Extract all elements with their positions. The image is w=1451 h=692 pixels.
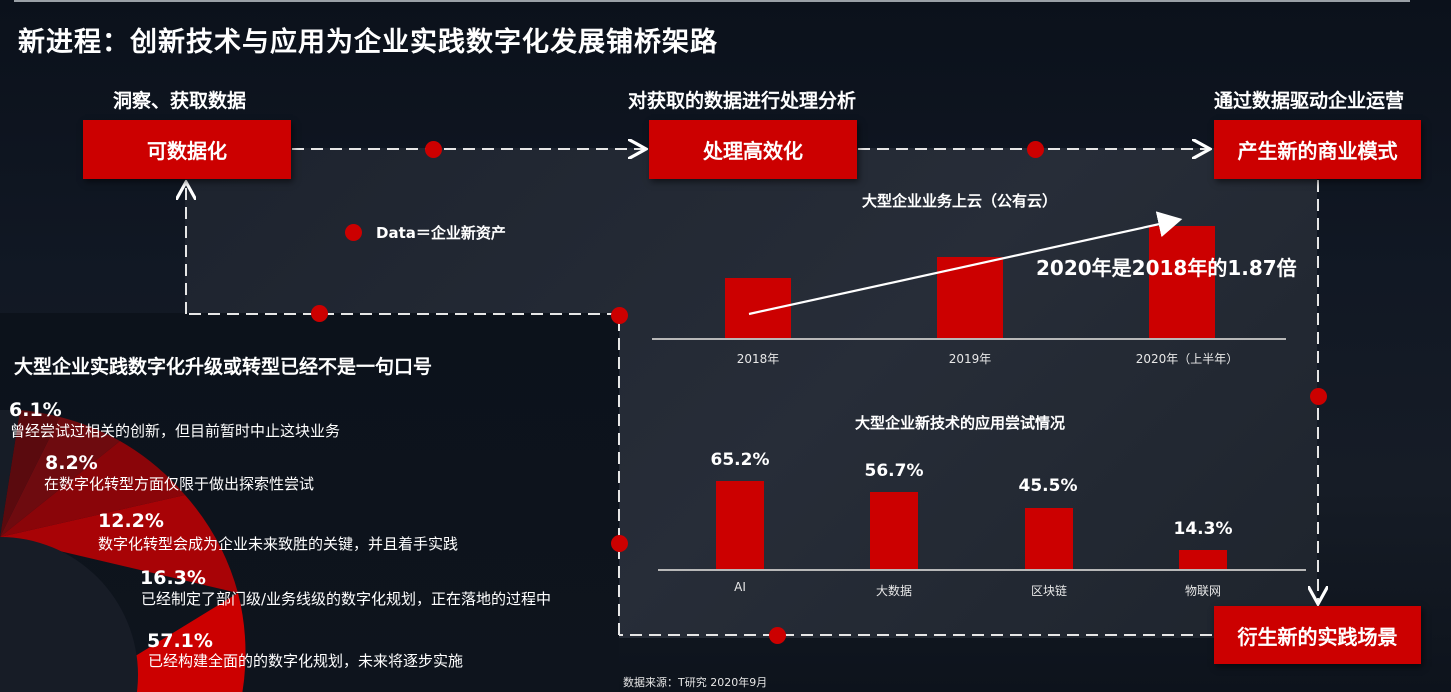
tech-xlabel: 区块链 [1030,584,1067,598]
flow-dot [1027,141,1044,158]
survey-pct: 8.2% [45,452,98,474]
donut-segment-16.3 [0,495,238,593]
cloud-xlabel: 2019年 [948,352,992,366]
top-divider [14,0,1410,2]
stage-label-2: 对获取的数据进行处理分析 [628,90,857,112]
tech-bar-blockchain [1025,508,1073,569]
survey-title: 大型企业实践数字化升级或转型已经不是一句口号 [14,356,433,378]
tech-bar-iot [1179,550,1227,569]
page-title: 新进程：创新技术与应用为企业实践数字化发展铺桥架路 [18,27,718,58]
flow-dot [769,627,786,644]
cloud-bar-2020h1 [1149,226,1215,338]
survey-desc: 已经构建全面的的数字化规划，未来将逐步实施 [148,652,464,670]
stage-label-1: 洞察、获取数据 [113,90,247,112]
cloud-xlabel: 2018年 [736,352,780,366]
legend-dot [345,224,362,241]
tech-value: 65.2% [710,450,770,470]
stage-label-3: 通过数据驱动企业运营 [1214,90,1405,112]
data-source: 数据来源：T研究 2020年9月 [623,676,768,689]
tech-xlabel: AI [734,580,746,594]
survey-pct: 12.2% [98,510,164,532]
survey-pct: 6.1% [9,399,62,421]
tech-xlabel: 大数据 [875,584,912,598]
survey-pct: 16.3% [140,567,206,589]
survey-desc: 已经制定了部门级/业务线级的数字化规划，正在落地的过程中 [141,590,552,608]
growth-annotation: 2020年是2018年的1.87倍 [1036,256,1297,280]
legend-label: Data＝企业新资产 [376,224,506,242]
tech-bar-bigdata [870,492,918,569]
flow-dot [311,305,328,322]
survey-desc: 数字化转型会成为企业未来致胜的关键，并且着手实践 [98,535,459,553]
box-new-practice-scenario: 衍生新的实践场景 [1214,606,1421,664]
donut-hole [0,537,138,692]
tech-chart-title: 大型企业新技术的应用尝试情况 [855,414,1066,432]
cloud-chart-title: 大型企业业务上云（公有云） [862,192,1058,210]
box-datafication: 可数据化 [83,120,291,179]
box-efficient-processing: 处理高效化 [649,120,857,179]
flow-dot [611,307,628,324]
flow-dot [1310,388,1327,405]
donut-segment-12.2 [0,441,185,537]
tech-xlabel: 物联网 [1184,584,1221,598]
tech-value: 14.3% [1173,519,1233,539]
box-new-business-model: 产生新的商业模式 [1214,120,1421,179]
cloud-xlabel: 2020年（上半年） [1135,352,1239,366]
cloud-chart-axis [652,338,1286,340]
tech-chart-axis [658,569,1306,571]
survey-desc: 曾经尝试过相关的创新，但目前暂时中止这块业务 [10,422,341,440]
flow-dot [425,141,442,158]
tech-bar-ai [716,481,764,569]
donut-segment-8.2 [0,417,120,537]
tech-value: 56.7% [864,461,924,481]
tech-value: 45.5% [1018,476,1078,496]
survey-pct: 57.1% [147,630,213,652]
survey-desc: 在数字化转型方面仅限于做出探索性尝试 [44,475,315,493]
flow-dot [611,535,628,552]
